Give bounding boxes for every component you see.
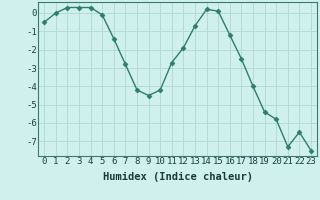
X-axis label: Humidex (Indice chaleur): Humidex (Indice chaleur) [103,172,252,182]
